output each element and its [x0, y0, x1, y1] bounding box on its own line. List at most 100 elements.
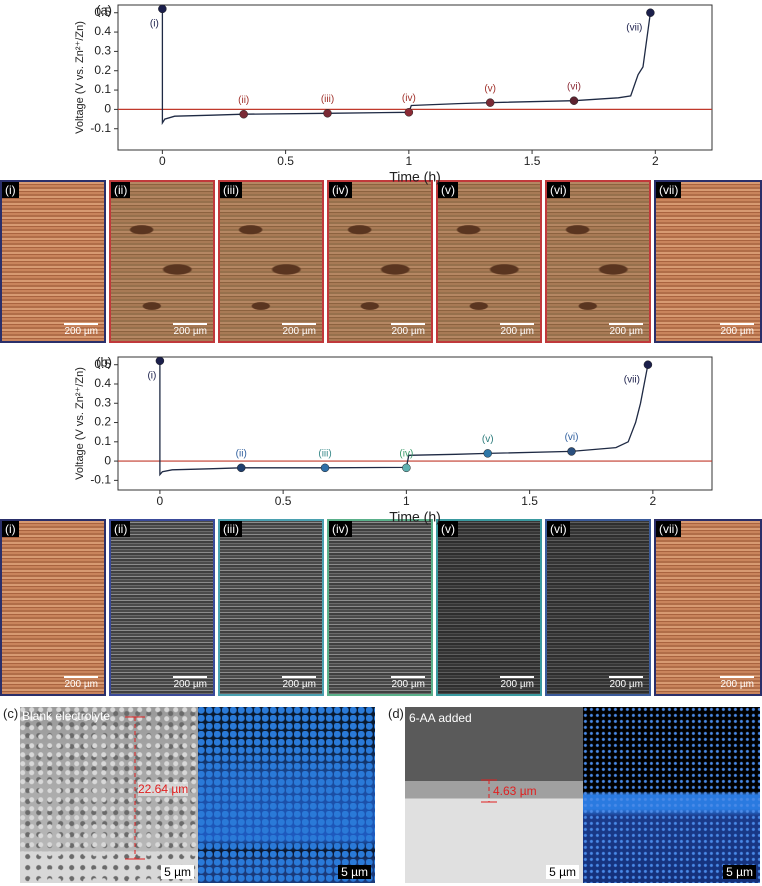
y-tick-label: 0.5	[94, 5, 111, 19]
marker-label: (iv)	[399, 448, 413, 459]
marker-label: (iii)	[318, 448, 331, 459]
sem-image: 6-AA added 4.63 µm 5 µm	[405, 707, 583, 883]
micrograph-label: (ii)	[111, 182, 131, 198]
sem-image: Blank electrolyte 22.64 µm 5 µm	[20, 707, 198, 883]
micrograph-label: (vii)	[656, 182, 682, 198]
micrograph-label: (iii)	[220, 182, 242, 198]
line	[159, 358, 649, 477]
marker-label: (iii)	[321, 94, 334, 105]
micrograph-label: (vi)	[547, 521, 570, 537]
scale-bar: 5 µm	[546, 865, 579, 879]
micrograph-label: (vi)	[547, 182, 570, 198]
scale-bar: 200 µm	[720, 323, 754, 337]
scale-bar: 5 µm	[161, 865, 194, 879]
y-tick-label: 0.2	[94, 63, 111, 77]
x-tick-label: 1	[403, 494, 410, 508]
y-tick-label: 0.2	[94, 415, 111, 429]
micrograph: (iii) 200 µm	[218, 519, 324, 696]
micrograph: (v) 200 µm	[436, 519, 542, 696]
x-tick-label: 0	[157, 494, 164, 508]
x-tick-label: 0.5	[277, 154, 294, 168]
marker	[320, 463, 330, 473]
marker-label: (ii)	[238, 95, 249, 106]
micrograph-label: (i)	[2, 182, 19, 198]
scale-bar: 200 µm	[500, 676, 534, 690]
y-tick-label: 0	[104, 453, 111, 467]
micrograph: (vi) 200 µm	[545, 180, 651, 343]
y-tick-label: 0.5	[94, 357, 111, 371]
y-tick-label: 0.4	[94, 376, 111, 390]
x-tick-label: 1	[405, 154, 412, 168]
micrograph: (i) 200 µm	[0, 519, 106, 696]
x-tick-label: 2	[652, 154, 659, 168]
marker-label: (v)	[484, 83, 496, 94]
x-tick-label: 2	[650, 494, 657, 508]
marker	[239, 109, 248, 119]
marker-label: (iv)	[402, 93, 416, 104]
marker	[155, 356, 165, 366]
y-tick-label: -0.1	[90, 473, 111, 487]
scale-bar: 200 µm	[720, 676, 754, 690]
scale-bar: 200 µm	[500, 323, 534, 337]
thickness-marker	[125, 716, 145, 860]
marker-label: (vi)	[565, 432, 579, 443]
marker	[323, 109, 332, 118]
micrograph: (i) 200 µm	[0, 180, 106, 343]
micrograph: (iii) 200 µm	[218, 180, 324, 343]
x-tick-label: 1.5	[524, 154, 541, 168]
y-tick-label: 0.1	[94, 82, 111, 96]
scale-bar: 200 µm	[282, 323, 316, 337]
marker	[404, 108, 414, 117]
marker	[485, 98, 495, 107]
plot-frame	[117, 356, 713, 491]
y-tick-label: 0.4	[94, 24, 111, 38]
micrograph-label: (v)	[438, 182, 458, 198]
eds-image: 5 µm	[198, 707, 375, 883]
caption: Blank electrolyte	[22, 709, 111, 723]
scale-bar: 200 µm	[391, 676, 425, 690]
eds-image: 5 µm	[583, 707, 760, 883]
micrograph: (v) 200 µm	[436, 180, 542, 343]
marker-label: (vii)	[626, 22, 642, 33]
micrograph: (vii) 200 µm	[654, 519, 762, 696]
micrograph-label: (iii)	[220, 521, 242, 537]
scale-bar: 200 µm	[64, 676, 98, 690]
micrograph: (ii) 200 µm	[109, 180, 215, 343]
marker	[236, 463, 246, 473]
y-tick-label: 0	[104, 102, 111, 116]
y-tick-label: 0.1	[94, 434, 111, 448]
marker	[567, 447, 576, 456]
panel-label: (d)	[388, 706, 404, 721]
caption: 6-AA added	[409, 711, 472, 725]
marker	[569, 96, 579, 105]
micrograph-label: (vii)	[656, 521, 682, 537]
marker-label: (v)	[482, 434, 494, 445]
x-tick-label: 1.5	[521, 494, 538, 508]
scale-bar: 5 µm	[723, 865, 756, 879]
micrograph: (ii) 200 µm	[109, 519, 215, 696]
scale-bar: 200 µm	[282, 676, 316, 690]
y-axis-label: Voltage (V vs. Zn²⁺/Zn)	[74, 21, 86, 134]
marker-label: (vii)	[624, 374, 640, 385]
marker-label: (vi)	[567, 81, 581, 92]
micrograph-label: (i)	[2, 521, 19, 537]
panel-label: (c)	[3, 706, 19, 721]
micrograph: (vi) 200 µm	[545, 519, 651, 696]
y-tick-label: 0.3	[94, 44, 111, 58]
scale-bar: 5 µm	[338, 865, 371, 879]
micrograph: (iv) 200 µm	[327, 519, 433, 696]
marker	[158, 4, 167, 14]
marker	[483, 449, 492, 458]
scale-bar: 200 µm	[64, 323, 98, 337]
marker	[402, 463, 411, 473]
thickness-label: 22.64 µm	[138, 782, 189, 796]
micrograph-label: (ii)	[111, 521, 131, 537]
thickness-marker	[481, 779, 497, 803]
line	[161, 6, 652, 126]
scale-bar: 200 µm	[391, 323, 425, 337]
y-tick-label: 0.3	[94, 395, 111, 409]
marker-label: (ii)	[236, 448, 247, 459]
micrograph: (vii) 200 µm	[654, 180, 762, 343]
marker	[643, 360, 653, 369]
